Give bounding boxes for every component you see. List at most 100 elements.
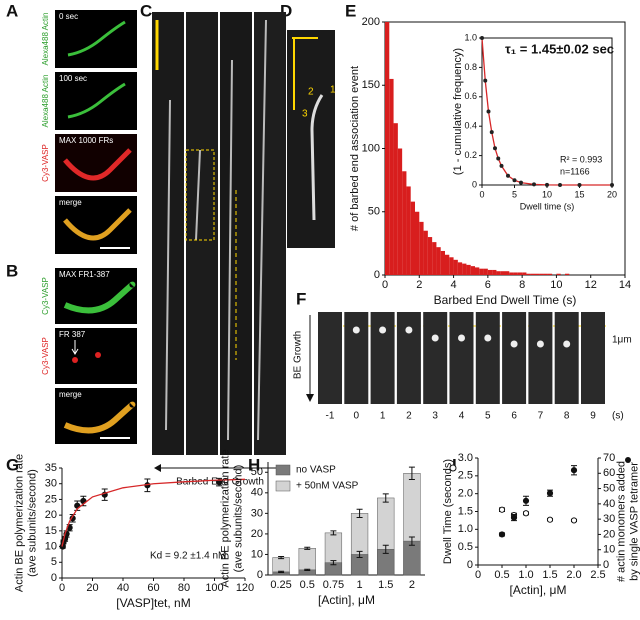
x-tick-label: 0 xyxy=(479,189,484,199)
bar xyxy=(547,273,553,275)
spot xyxy=(484,334,492,342)
y-tick-label: 40 xyxy=(251,487,263,499)
axis-symbol xyxy=(625,457,631,463)
legend-label: no VASP xyxy=(296,465,336,476)
bar xyxy=(457,262,463,275)
x-tick-label: 80 xyxy=(178,582,190,594)
arrowhead xyxy=(154,464,161,472)
error-bar xyxy=(304,546,311,550)
frame-label: 7 xyxy=(538,411,544,422)
point xyxy=(577,183,582,187)
bar xyxy=(427,237,433,275)
spot xyxy=(563,340,571,348)
error-bar xyxy=(356,508,363,518)
x-tick-label: 1 xyxy=(357,579,363,591)
channel-label: Cy3-VASP xyxy=(41,337,50,375)
y2-tick-label: 0 xyxy=(603,559,609,571)
spot xyxy=(536,340,544,348)
point xyxy=(483,78,488,83)
filament xyxy=(67,82,126,119)
axis-symbol xyxy=(449,464,457,472)
annotation: R² = 0.993 xyxy=(560,154,602,164)
error-bar xyxy=(278,570,285,574)
x-tick-label: 0.75 xyxy=(323,579,344,591)
bar xyxy=(385,22,390,275)
y-tick-label: 150 xyxy=(362,79,380,91)
bar xyxy=(440,250,445,275)
frame-label: 8 xyxy=(564,411,570,422)
trace xyxy=(310,94,324,221)
point xyxy=(545,182,549,187)
image-label: MAX 1000 FRs xyxy=(59,136,113,145)
bar xyxy=(535,273,540,275)
bar xyxy=(556,273,561,275)
bar xyxy=(496,271,501,275)
y-axis-label: Actin BE polymerization rate xyxy=(13,454,25,592)
x-tick-label: 120 xyxy=(236,582,254,594)
point xyxy=(510,514,518,521)
y-tick-label: 0.4 xyxy=(464,121,477,131)
frame-image xyxy=(554,312,579,404)
x-tick-label: 40 xyxy=(117,582,129,594)
frame-image xyxy=(344,312,369,404)
annotation: τ₁ = 1.45±0.02 sec xyxy=(505,41,614,56)
bar xyxy=(419,221,424,275)
panel-c: Barbed End Growth xyxy=(152,12,290,488)
fit-line xyxy=(61,478,246,547)
image-label: merge xyxy=(59,390,82,399)
frame-label: 4 xyxy=(459,411,465,422)
point xyxy=(570,467,578,474)
error-bar xyxy=(408,536,415,546)
y-tick-label: 20 xyxy=(45,509,57,521)
y-tick-label: 10 xyxy=(251,548,263,560)
x-tick-label: 0 xyxy=(475,569,481,581)
y-axis-label: Actin BE polymerization rate xyxy=(219,449,231,587)
frame-image xyxy=(581,312,605,404)
point xyxy=(489,130,494,135)
image-label: MAX FR1-387 xyxy=(59,270,110,279)
x-axis-label: [Actin], μM xyxy=(510,583,567,597)
x-tick-label: 0.5 xyxy=(494,569,509,581)
frame-label: 6 xyxy=(511,411,517,422)
x-tick-label: 0.5 xyxy=(300,579,315,591)
x-tick-label: 0 xyxy=(59,582,65,594)
x-tick-label: 14 xyxy=(619,279,631,291)
y-tick-label: 10 xyxy=(45,540,57,552)
bar xyxy=(513,272,518,275)
error-bar xyxy=(408,466,415,480)
bar xyxy=(462,263,467,275)
x-axis-label: Dwell time (s) xyxy=(520,201,575,211)
frame-image xyxy=(423,312,448,404)
y-tick-label: 0.8 xyxy=(464,62,477,72)
point xyxy=(499,163,504,168)
x-axis-label: [VASP]tet, nM xyxy=(116,596,190,610)
legend-swatch xyxy=(275,464,291,476)
frame-image xyxy=(502,312,527,404)
image-label: 0 sec xyxy=(59,12,78,21)
y-tick-label: 1.0 xyxy=(464,32,477,42)
panel-letter: B xyxy=(6,261,18,280)
bar xyxy=(505,271,510,275)
frame-label: 5 xyxy=(485,411,491,422)
highlight-box xyxy=(185,149,215,241)
y-tick-label: 30 xyxy=(45,478,57,490)
y-tick-label: 0.2 xyxy=(464,150,477,160)
axis-label: BE Growth xyxy=(293,331,304,379)
x-axis-label: Barbed End Dwell Time (s) xyxy=(434,293,577,307)
trace xyxy=(165,19,267,441)
point xyxy=(522,510,530,517)
bar xyxy=(479,268,484,275)
point xyxy=(610,183,614,187)
panel-letter: A xyxy=(6,1,18,20)
bar xyxy=(410,201,415,275)
error-bar xyxy=(356,550,363,559)
bar xyxy=(393,123,398,275)
error-bar xyxy=(382,493,389,503)
x-tick-label: 20 xyxy=(86,582,98,594)
bar xyxy=(397,148,403,275)
frame-image xyxy=(396,312,421,404)
micrograph xyxy=(55,72,137,130)
filament xyxy=(67,20,126,57)
y-tick-label: 0 xyxy=(257,569,263,581)
channel-label: Cy3-VASP xyxy=(41,277,50,315)
